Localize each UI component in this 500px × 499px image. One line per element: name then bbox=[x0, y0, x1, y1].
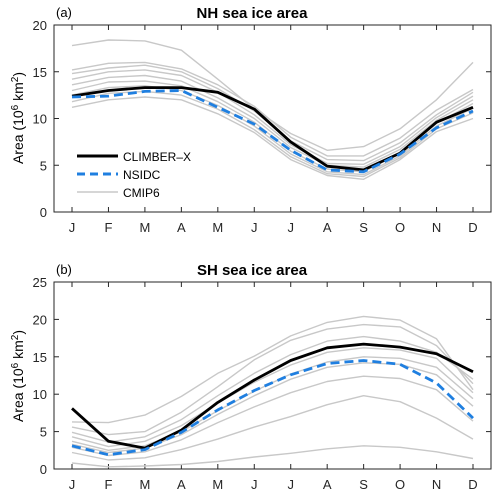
legend-label-climber: CLIMBER–X bbox=[123, 150, 191, 164]
x-tick-label: J bbox=[69, 477, 76, 492]
y-tick-label: 15 bbox=[33, 350, 47, 365]
axes-frame bbox=[53, 281, 492, 470]
x-tick-label: D bbox=[468, 220, 477, 235]
series-line-cmip6-model bbox=[71, 69, 474, 166]
y-tick-label: 15 bbox=[33, 65, 47, 80]
x-tick-label: N bbox=[432, 477, 441, 492]
series-line-nsidc bbox=[71, 89, 474, 174]
x-tick-label: M bbox=[212, 477, 223, 492]
series-line-cmip6-model bbox=[71, 323, 474, 436]
y-tick-label: 5 bbox=[40, 425, 47, 440]
legend-label-nsidc: NSIDC bbox=[123, 168, 161, 182]
panel-nh: NH sea ice area (a) Area (106 km2) 0 5 10 1… bbox=[10, 5, 492, 235]
panel-label: (a) bbox=[56, 5, 72, 20]
x-tick-label: O bbox=[395, 477, 405, 492]
x-tick-label: O bbox=[395, 220, 405, 235]
x-tick-label: F bbox=[104, 477, 112, 492]
series-line-cmip6-model bbox=[71, 85, 474, 176]
x-tick-label: M bbox=[139, 220, 150, 235]
x-tick-label: S bbox=[359, 220, 368, 235]
series-line-cmip6-model bbox=[71, 315, 474, 424]
plot-area: 0 5 10 15 20 J F M A M J J A S O N D bbox=[33, 18, 492, 235]
legend-label-cmip6: CMIP6 bbox=[123, 186, 160, 200]
y-axis-label: Area (106 km2) bbox=[10, 330, 27, 422]
y-axis-label: Area (106 km2) bbox=[10, 72, 27, 164]
y-tick-label: 5 bbox=[40, 158, 47, 173]
panel-title: SH sea ice area bbox=[197, 262, 308, 279]
x-tick-label: N bbox=[432, 220, 441, 235]
series-line-cmip6-model bbox=[71, 74, 474, 168]
x-tick-label: M bbox=[139, 477, 150, 492]
x-tick-label: A bbox=[177, 477, 186, 492]
series-line-climber-x bbox=[71, 342, 474, 450]
y-tick-label: 25 bbox=[33, 275, 47, 290]
x-tick-label: J bbox=[287, 477, 294, 492]
series-line-cmip6-model bbox=[71, 61, 474, 157]
legend: CLIMBER–X NSIDC CMIP6 bbox=[68, 144, 191, 202]
series-line-nsidc bbox=[71, 359, 474, 457]
x-tick-label: J bbox=[251, 220, 258, 235]
x-tick-label: F bbox=[104, 220, 112, 235]
y-tick-label: 0 bbox=[40, 205, 47, 220]
series-line-cmip6-model bbox=[71, 375, 474, 457]
x-tick-label: M bbox=[212, 220, 223, 235]
y-tick-label: 10 bbox=[33, 387, 47, 402]
x-tick-label: D bbox=[468, 477, 477, 492]
panel-title: NH sea ice area bbox=[197, 5, 309, 22]
x-tick-label: A bbox=[323, 477, 332, 492]
y-tick-label: 20 bbox=[33, 18, 47, 33]
y-tick-label: 20 bbox=[33, 312, 47, 327]
x-tick-label: J bbox=[287, 220, 294, 235]
x-tick-label: A bbox=[177, 220, 186, 235]
y-tick-label: 0 bbox=[40, 462, 47, 477]
series-line-climber-x bbox=[71, 86, 474, 172]
series-line-cmip6-model bbox=[71, 90, 474, 178]
plot-area: 0 5 10 15 20 25 J F M A M J J A S O N D bbox=[33, 275, 492, 492]
series-line-cmip6-model bbox=[71, 96, 474, 181]
panel-sh: SH sea ice area (b) Area (106 km2) 0 5 10 1… bbox=[10, 262, 492, 492]
x-tick-label: S bbox=[359, 477, 368, 492]
series-line-cmip6-model bbox=[71, 347, 474, 448]
series-line-cmip6-model bbox=[71, 395, 474, 461]
series-line-cmip6-model bbox=[71, 335, 474, 443]
x-tick-label: J bbox=[251, 477, 258, 492]
y-tick-label: 10 bbox=[33, 112, 47, 127]
series-line-cmip6-model bbox=[71, 445, 474, 468]
panel-label: (b) bbox=[56, 262, 72, 277]
x-tick-label: J bbox=[69, 220, 76, 235]
x-tick-label: A bbox=[323, 220, 332, 235]
